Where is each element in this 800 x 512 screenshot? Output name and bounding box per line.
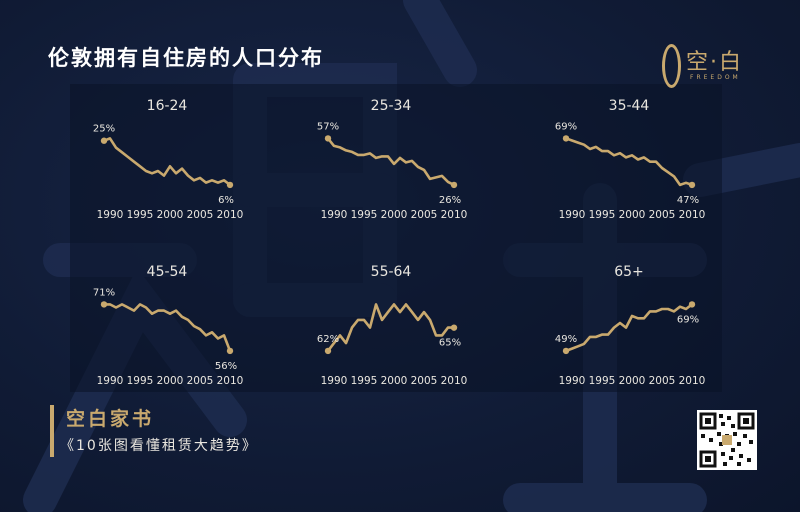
data-point-4-2010 — [226, 347, 234, 355]
chart-panel — [70, 84, 722, 392]
x-tick-label-3-1990: 1990 — [559, 209, 586, 221]
x-tick-label-2-1990: 1990 — [321, 209, 348, 221]
logo-ring-icon — [662, 44, 681, 88]
series-line-2 — [326, 137, 455, 187]
x-tick-label-6-1990: 1990 — [559, 375, 586, 387]
x-tick-label-4-1995: 1995 — [127, 375, 154, 387]
x-tick-label-5-2005: 2005 — [411, 375, 438, 387]
end-data-label-4: 56% — [215, 361, 237, 372]
start-data-label-6: 49% — [555, 334, 577, 345]
start-data-label-3: 69% — [555, 121, 577, 132]
end-data-label-2: 26% — [439, 195, 461, 206]
series-line-1 — [103, 137, 231, 186]
data-point-2-2010 — [450, 181, 458, 189]
series-line-4 — [104, 303, 232, 352]
data-point-3-2010 — [688, 181, 696, 189]
series-line-3 — [565, 137, 693, 187]
data-point-6-1989 — [562, 347, 570, 355]
x-tick-label-2-2000: 2000 — [381, 209, 408, 221]
x-tick-label-1-1995: 1995 — [127, 209, 154, 221]
x-tick-label-4-1990: 1990 — [97, 375, 124, 387]
data-point-3-1989 — [562, 135, 570, 142]
data-point-1-1989 — [100, 137, 108, 144]
page-title: 伦敦拥有自住房的人口分布 — [48, 46, 324, 70]
qr-code-icon — [697, 410, 757, 470]
x-tick-label-4-2010: 2010 — [217, 375, 244, 387]
series-line-5 — [326, 303, 454, 352]
footer-title: 空白家书 — [66, 408, 155, 430]
data-point-6-2010 — [688, 301, 696, 308]
x-tick-label-6-2000: 2000 — [619, 375, 646, 387]
logo-subtitle: FREEDOM — [690, 74, 741, 81]
x-tick-label-5-1995: 1995 — [351, 375, 378, 387]
x-tick-label-1-2000: 2000 — [157, 209, 184, 221]
data-point-5-2010 — [450, 324, 458, 331]
x-tick-label-5-2000: 2000 — [381, 375, 408, 387]
x-tick-label-1-1990: 1990 — [97, 209, 124, 221]
logo-text: 空·白 — [686, 50, 743, 75]
chart-title-1: 16-24 — [147, 98, 188, 114]
chart-title-6: 65+ — [614, 264, 644, 280]
x-tick-label-6-2005: 2005 — [649, 375, 676, 387]
start-data-label-1: 25% — [93, 124, 115, 135]
data-point-4-1989 — [100, 301, 108, 308]
logo: 空·白 FREEDOM — [662, 42, 772, 92]
x-tick-label-2-2005: 2005 — [411, 209, 438, 221]
x-tick-label-2-1995: 1995 — [351, 209, 378, 221]
start-data-label-4: 71% — [93, 287, 115, 298]
x-tick-label-5-1990: 1990 — [321, 375, 348, 387]
data-point-5-1989 — [324, 347, 332, 355]
x-tick-label-4-2005: 2005 — [187, 375, 214, 387]
x-tick-label-3-2005: 2005 — [649, 209, 676, 221]
data-point-2-1989 — [324, 135, 332, 142]
data-point-1-2010 — [226, 181, 234, 189]
x-tick-label-3-2010: 2010 — [679, 209, 706, 221]
chart-title-3: 35-44 — [609, 98, 650, 114]
x-tick-label-2-2010: 2010 — [441, 209, 468, 221]
x-tick-label-1-2005: 2005 — [187, 209, 214, 221]
x-tick-label-6-1995: 1995 — [589, 375, 616, 387]
footer-subtitle: 《10张图看懂租赁大趋势》 — [60, 438, 258, 454]
end-data-label-3: 47% — [677, 195, 699, 206]
end-data-label-1: 6% — [218, 195, 234, 206]
start-data-label-2: 57% — [317, 121, 339, 132]
x-tick-label-1-2010: 2010 — [217, 209, 244, 221]
series-line-6 — [565, 303, 693, 353]
chart-title-4: 45-54 — [147, 264, 188, 280]
x-tick-label-4-2000: 2000 — [157, 375, 184, 387]
chart-title-5: 55-64 — [371, 264, 412, 280]
end-data-label-5: 65% — [439, 338, 461, 349]
end-data-label-6: 69% — [677, 314, 699, 325]
chart-title-2: 25-34 — [371, 98, 412, 114]
x-tick-label-3-2000: 2000 — [619, 209, 646, 221]
x-tick-label-6-2010: 2010 — [679, 375, 706, 387]
x-tick-label-3-1995: 1995 — [589, 209, 616, 221]
start-data-label-5: 62% — [317, 334, 339, 345]
footer-accent-bar — [50, 405, 54, 457]
x-tick-label-5-2010: 2010 — [441, 375, 468, 387]
